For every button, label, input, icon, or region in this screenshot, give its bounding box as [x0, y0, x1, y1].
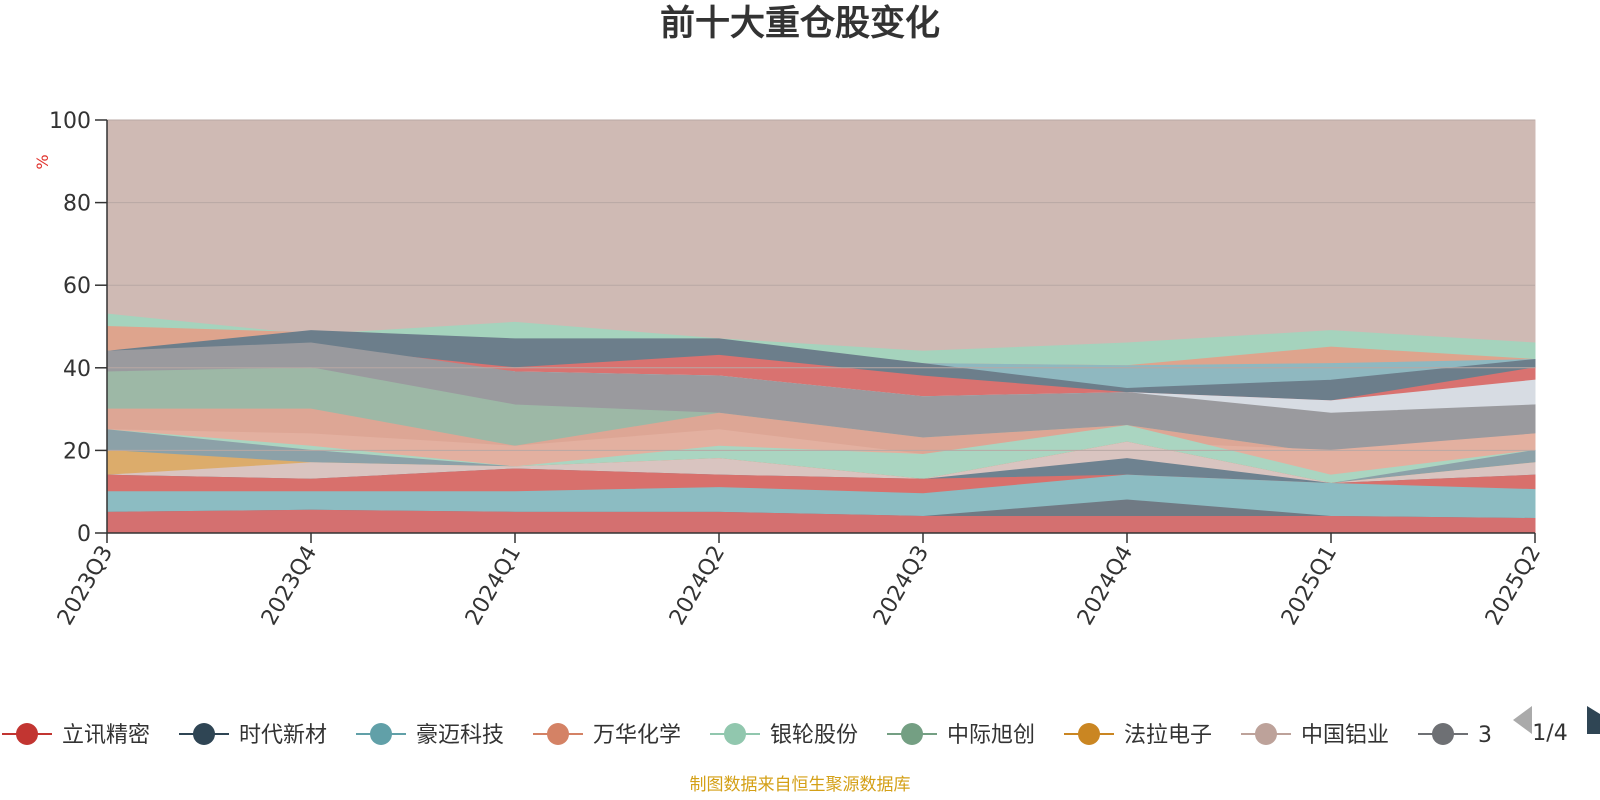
legend-item-3[interactable]: 万华化学 — [533, 723, 681, 748]
legend: 立讯精密 时代新材 豪迈科技 万华化学 银轮股份 中际旭创 法拉电子 中国铝业 3 — [2, 723, 1492, 748]
legend-circle-marker — [1432, 723, 1454, 745]
legend-item-1[interactable]: 时代新材 — [179, 723, 327, 748]
legend-circle-marker — [724, 723, 746, 745]
grid-lines — [107, 119, 1535, 451]
x-tick-label-2025Q2: 2025Q2 — [1481, 542, 1546, 630]
legend-label: 时代新材 — [239, 723, 327, 748]
y-tick-label-80: 80 — [63, 192, 91, 217]
y-tick-label-20: 20 — [63, 439, 91, 464]
source-note: 制图数据来自恒生聚源数据库 — [690, 775, 911, 795]
legend-label: 3 — [1478, 723, 1492, 748]
legend-prev-page-icon[interactable] — [1513, 706, 1532, 734]
legend-item-4[interactable]: 银轮股份 — [710, 723, 858, 748]
legend-label: 银轮股份 — [770, 723, 858, 748]
legend-next-page-icon[interactable] — [1587, 706, 1600, 734]
x-tick-label-2025Q1: 2025Q1 — [1277, 542, 1342, 630]
legend-item-5[interactable]: 中际旭创 — [887, 723, 1035, 748]
legend-item-2[interactable]: 豪迈科技 — [356, 723, 504, 748]
legend-circle-marker — [1078, 723, 1100, 745]
x-axis-ticks: 2023Q3 2023Q4 2024Q1 2024Q2 2024Q3 2024Q4 2025… — [53, 533, 1546, 630]
legend-label: 中际旭创 — [947, 723, 1035, 748]
y-tick-label-40: 40 — [63, 357, 91, 382]
legend-circle-marker — [193, 723, 215, 745]
legend-item-8[interactable]: 3 — [1418, 723, 1492, 748]
chart-title: 前十大重仓股变化 — [660, 4, 940, 44]
x-tick-label-2024Q2: 2024Q2 — [665, 542, 730, 630]
area-series-group — [106, 119, 1536, 534]
axes — [106, 120, 1535, 534]
x-tick-label-2023Q3: 2023Q3 — [53, 542, 118, 630]
legend-item-7[interactable]: 中国铝业 — [1241, 723, 1389, 748]
legend-label: 立讯精密 — [62, 723, 150, 748]
y-axis-ticks: 0 20 40 60 80 100 — [49, 109, 107, 547]
legend-label: 中国铝业 — [1301, 723, 1389, 748]
x-tick-label-2023Q4: 2023Q4 — [257, 542, 322, 630]
legend-item-0[interactable]: 立讯精密 — [2, 723, 150, 748]
legend-label: 法拉电子 — [1124, 723, 1212, 748]
x-tick-label-2024Q3: 2024Q3 — [869, 542, 934, 630]
legend-label: 万华化学 — [593, 723, 681, 748]
legend-page-indicator: 1/4 — [1532, 721, 1567, 746]
legend-item-6[interactable]: 法拉电子 — [1064, 723, 1212, 748]
y-tick-label-60: 60 — [63, 274, 91, 299]
legend-circle-marker — [901, 723, 923, 745]
area-series-20 — [106, 509, 1536, 534]
legend-pager: 1/4 — [1513, 706, 1600, 746]
x-tick-label-2024Q4: 2024Q4 — [1073, 542, 1138, 630]
legend-circle-marker — [16, 723, 38, 745]
legend-circle-marker — [547, 723, 569, 745]
legend-label: 豪迈科技 — [416, 723, 504, 748]
y-tick-label-0: 0 — [77, 522, 91, 547]
legend-circle-marker — [1255, 723, 1277, 745]
legend-circle-marker — [370, 723, 392, 745]
y-axis-unit: % — [33, 154, 52, 169]
y-tick-label-100: 100 — [49, 109, 91, 134]
x-tick-label-2024Q1: 2024Q1 — [461, 542, 526, 630]
